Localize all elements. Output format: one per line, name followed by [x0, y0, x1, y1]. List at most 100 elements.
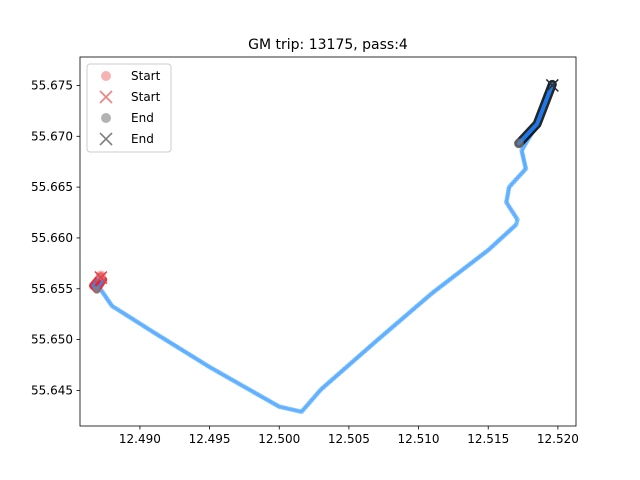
route-point: [418, 300, 424, 306]
route-point: [449, 275, 455, 281]
legend-label: End: [131, 132, 154, 146]
route-point: [492, 241, 498, 247]
route-point: [263, 396, 269, 402]
route-point: [416, 302, 422, 307]
route-point: [188, 353, 194, 358]
route-point: [353, 356, 358, 362]
route-point: [399, 316, 405, 322]
route-point: [343, 365, 349, 371]
y-tick-label: 55.670: [31, 129, 73, 143]
route-point: [170, 341, 175, 347]
route-point: [519, 148, 525, 153]
route-point: [523, 166, 529, 172]
route-point: [207, 364, 212, 370]
route-point: [409, 307, 415, 313]
route-point: [464, 263, 470, 269]
route-point: [507, 228, 512, 234]
route-point: [247, 387, 253, 393]
route-point: [140, 322, 145, 328]
route-point: [261, 395, 267, 401]
route-point: [312, 393, 318, 399]
route-point: [504, 197, 510, 203]
route-point: [103, 294, 109, 300]
route-point: [480, 251, 486, 257]
route-point: [309, 397, 315, 403]
route-point: [119, 309, 125, 315]
route-point: [303, 404, 309, 410]
route-point: [228, 376, 234, 382]
route-point: [466, 262, 472, 268]
route-point: [376, 336, 381, 342]
route-point: [482, 250, 488, 256]
route-point: [192, 355, 198, 361]
y-tick-label: 55.660: [31, 231, 73, 245]
legend-marker-x-b: [99, 132, 113, 146]
route-point: [240, 383, 245, 389]
route-point: [339, 368, 345, 374]
route-point: [348, 361, 353, 366]
route-point: [495, 238, 501, 244]
route-point: [511, 211, 517, 217]
route-point: [321, 384, 327, 389]
route-point: [505, 229, 511, 235]
legend-label: Start: [131, 69, 161, 83]
route-point: [485, 247, 491, 253]
legend-label: Start: [131, 90, 161, 104]
route-point: [452, 273, 458, 278]
route-point: [447, 277, 453, 282]
route-point: [344, 364, 350, 369]
route-point: [382, 330, 388, 336]
route-point: [130, 316, 136, 322]
route-point: [513, 215, 519, 221]
route-point: [190, 354, 196, 360]
route-point: [306, 400, 312, 406]
route-point: [445, 278, 451, 284]
route-point: [430, 290, 435, 296]
route-point: [175, 345, 181, 350]
route-point: [177, 346, 183, 352]
data-group: [89, 78, 559, 415]
y-tick-label: 55.665: [31, 180, 73, 194]
route-point: [361, 349, 367, 355]
route-point: [433, 287, 439, 293]
route-point: [411, 306, 417, 312]
route-point: [236, 381, 242, 386]
route-point: [311, 395, 316, 401]
route-point: [243, 385, 249, 391]
end-segment-core: [516, 82, 555, 146]
route-point: [113, 306, 119, 311]
route-point: [323, 382, 329, 388]
route-point: [408, 309, 413, 315]
route-point: [389, 325, 395, 330]
route-point: [209, 365, 214, 371]
route-point: [99, 289, 105, 294]
route-point: [109, 303, 115, 309]
route-point: [471, 258, 477, 264]
route-point: [296, 408, 302, 414]
route-point: [515, 174, 521, 180]
route-point: [521, 156, 526, 162]
route-point: [158, 334, 164, 340]
route-point: [431, 289, 437, 294]
route-point: [437, 285, 442, 290]
route-point: [267, 398, 272, 404]
start-x-marker-b: [94, 271, 108, 285]
route-point: [259, 394, 265, 400]
route-point: [269, 399, 274, 405]
route-point: [468, 261, 474, 266]
route-point: [494, 240, 499, 246]
route-point: [121, 310, 127, 316]
route-point: [272, 402, 278, 407]
route-point: [381, 332, 386, 338]
route-point: [442, 281, 448, 286]
route-point: [440, 282, 446, 288]
route-point: [292, 407, 298, 413]
route-point: [132, 318, 138, 323]
route-point: [186, 351, 192, 357]
route-point: [503, 231, 509, 237]
route-point: [512, 178, 518, 183]
route-point: [104, 296, 110, 302]
route-point: [111, 304, 117, 310]
route-point: [508, 207, 514, 213]
route-point: [164, 338, 170, 343]
